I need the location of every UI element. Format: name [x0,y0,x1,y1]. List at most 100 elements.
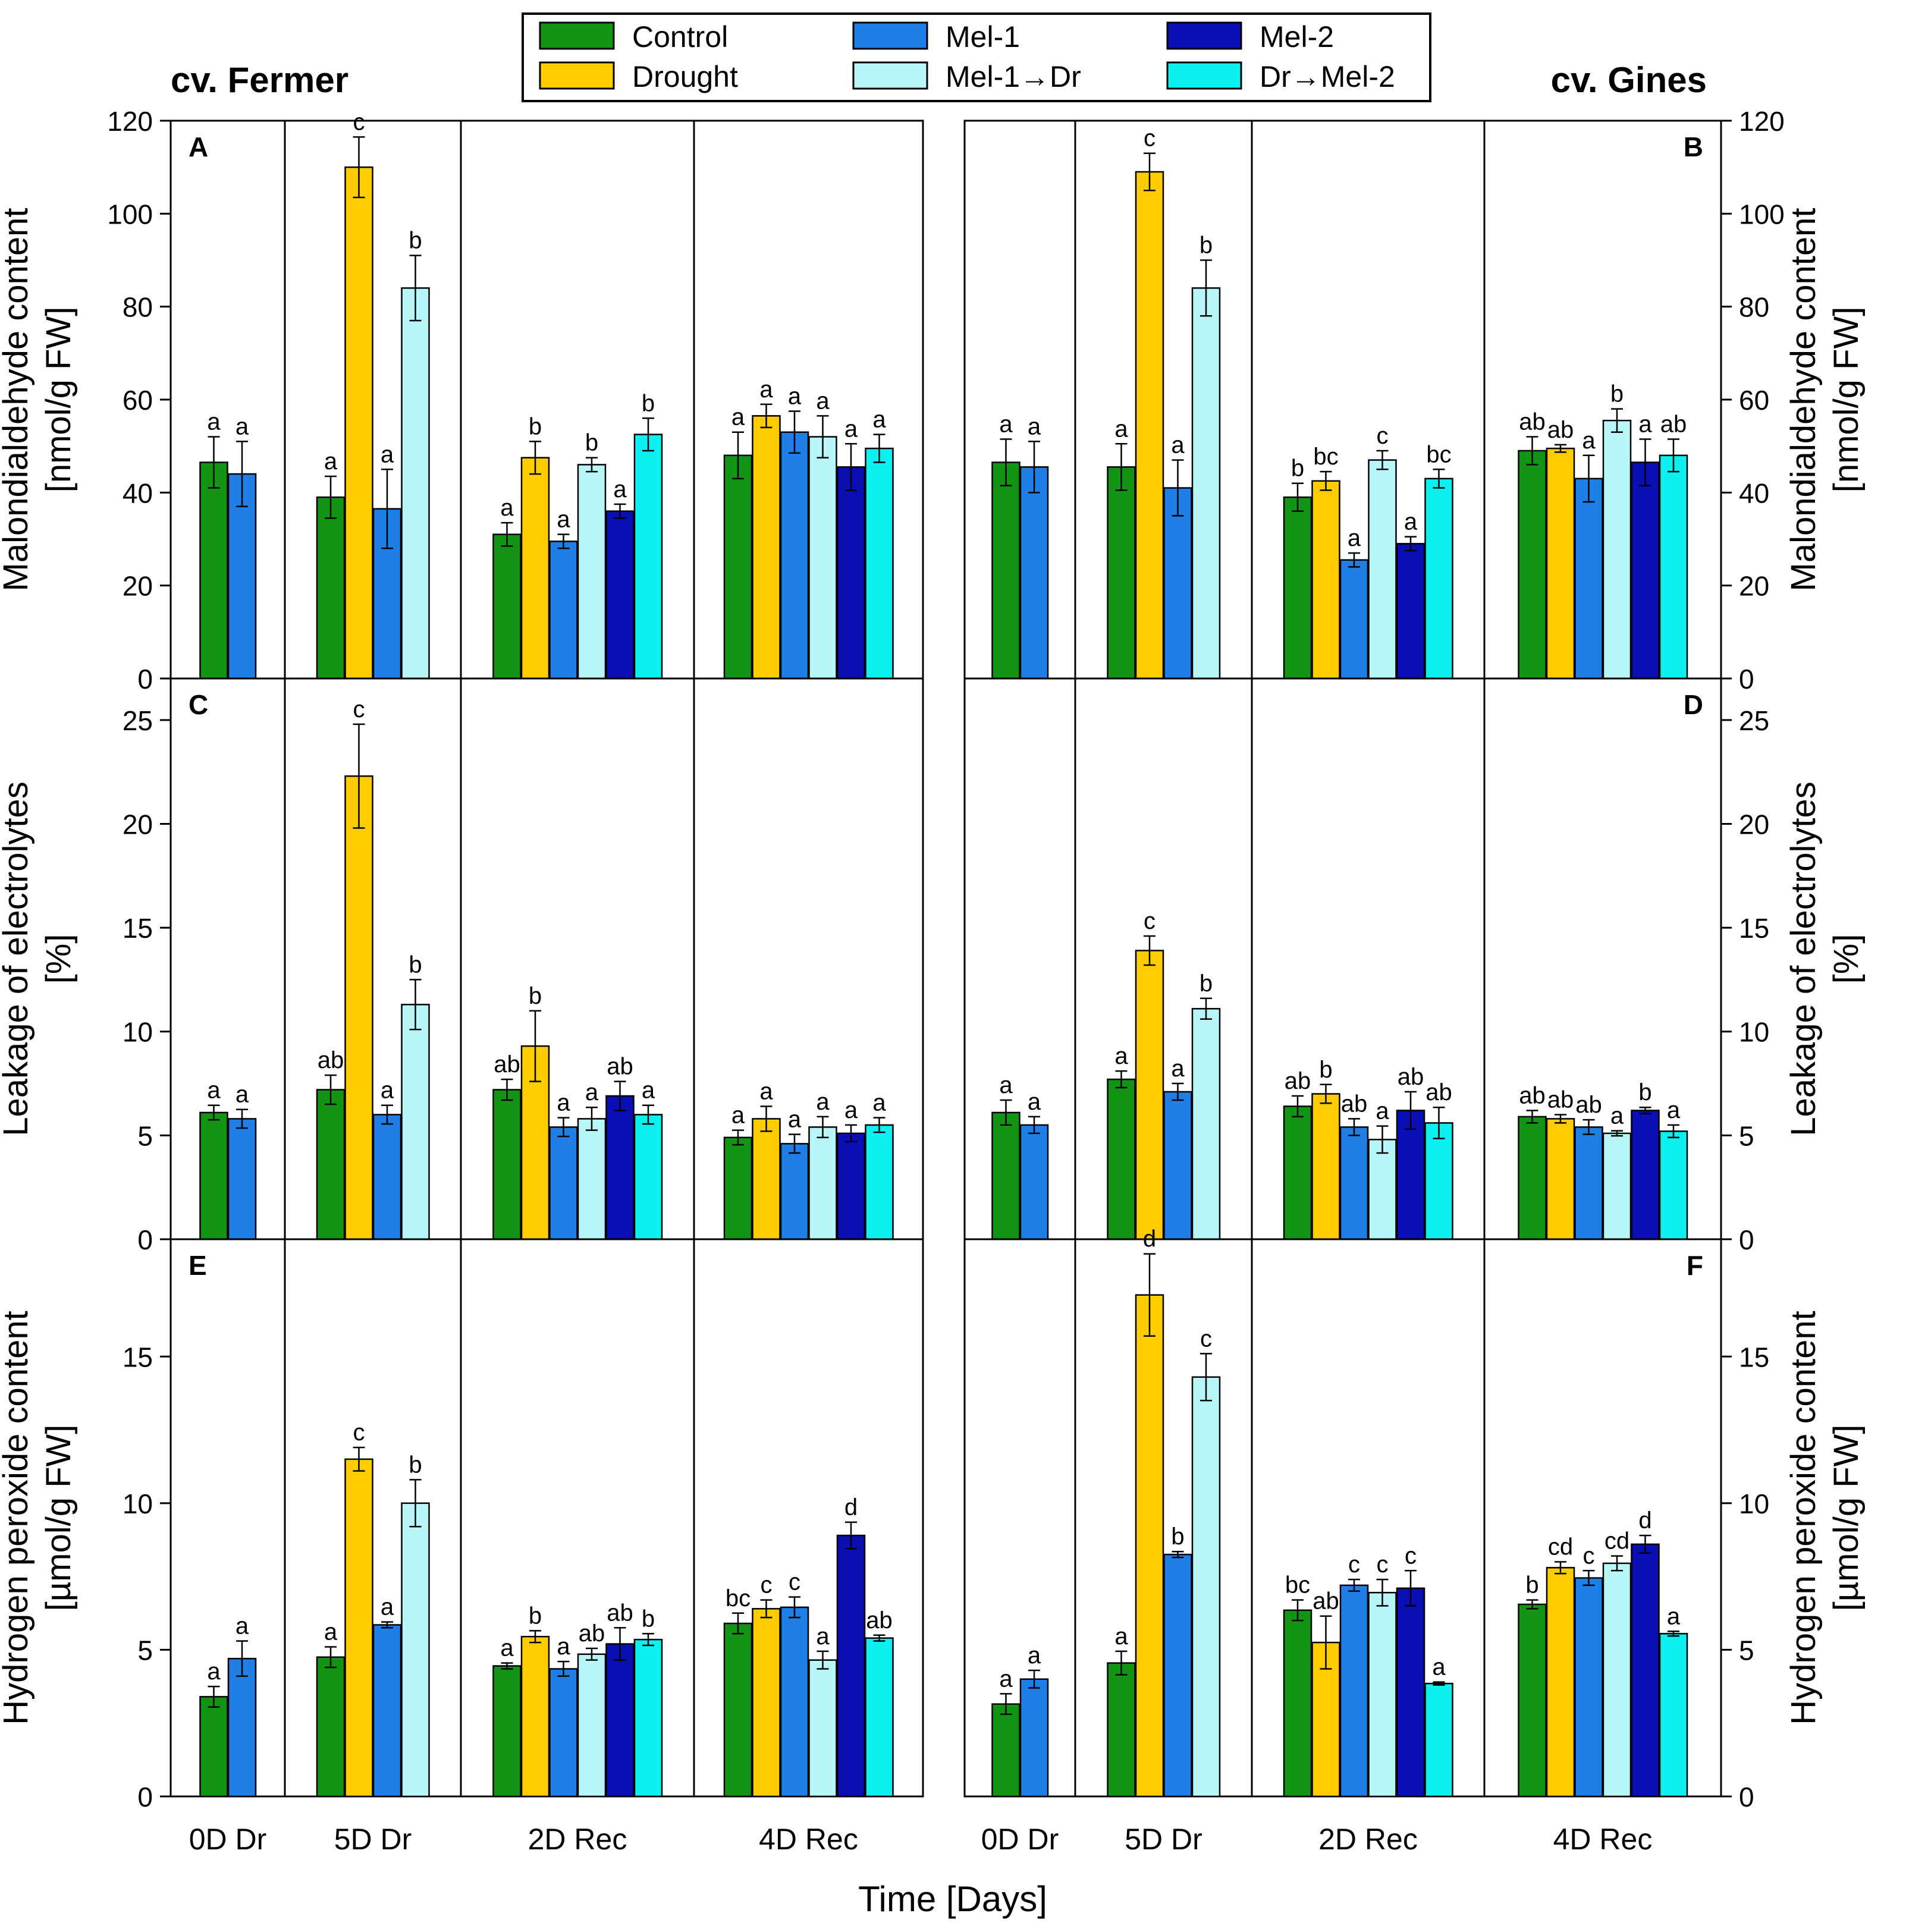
bar [549,541,578,680]
legend-frame [522,12,1431,102]
significance-label: a [557,1090,570,1116]
bar [1574,1577,1603,1798]
significance-label: a [1114,416,1128,442]
significance-label: ab [1519,1082,1546,1108]
significance-label: a [788,384,802,410]
significance-label: ab [1575,1092,1602,1118]
bar [1396,543,1425,680]
bar [780,1143,809,1240]
significance-label: a [381,1594,394,1620]
panel-E: E 0 5 10 15 Hydrogen peroxide content [µmol/g … [0,1238,924,1856]
y-axis-label: Hydrogen peroxide content [µmol/g FW] [0,1311,78,1724]
significance-label: ab [494,1051,520,1077]
bar [1311,1093,1340,1240]
significance-label: b [642,390,655,416]
significance-label: a [235,413,249,439]
bar [344,775,373,1240]
panel-B: B 0 20 40 60 80 100 120 Malondialdehyde content[… [963,106,1866,695]
significance-label: bc [1285,1572,1310,1598]
significance-label: ab [866,1607,893,1633]
significance-label: c [761,1572,773,1598]
bar [344,1458,373,1798]
significance-label: a [207,1658,221,1685]
significance-label: a [500,1635,514,1661]
bar [780,431,809,680]
significance-label: ab [1547,1086,1574,1113]
y-tick-label: 15 [123,913,153,944]
bar [752,415,781,680]
bar [865,1637,894,1798]
bar [1191,1376,1221,1798]
bar [1659,1633,1688,1798]
bar [991,461,1020,680]
bar [633,1638,663,1798]
bar [1339,1126,1369,1240]
bar [1518,1603,1547,1798]
significance-label: a [557,1633,570,1660]
significance-label: a [816,1089,830,1115]
y-axis-label: Leakage of electrolytes [%] [0,781,78,1136]
bar [1602,1562,1632,1798]
significance-label: cd [1604,1528,1629,1554]
bar [865,1124,894,1240]
significance-label: a [235,1613,249,1639]
significance-label: b [1200,233,1213,259]
significance-label: a [381,1077,394,1104]
significance-label: b [1638,1079,1651,1105]
significance-label: c [353,109,365,135]
bar [605,1095,635,1240]
significance-label: d [844,1494,858,1521]
significance-label: a [1638,411,1652,437]
bar [1163,1553,1192,1798]
significance-label: a [585,1079,599,1105]
bar [1424,1122,1453,1240]
significance-label: a [1028,1089,1041,1115]
bar [1631,1110,1660,1240]
significance-label: a [844,1097,858,1123]
significance-label: a [759,376,773,403]
significance-label: ab [318,1047,344,1073]
significance-label: a [872,1090,886,1116]
bar [1339,1584,1369,1798]
y-tick-label: 40 [123,477,153,508]
bar [1135,950,1164,1240]
significance-label: b [409,228,422,254]
bar [1631,1543,1660,1798]
y-tick-label: 20 [123,571,153,602]
x-tick-label: 5D Dr [334,1823,412,1856]
significance-label: ab [1341,1091,1368,1117]
panel-F: F 0 5 10 15 Hydrogen peroxide content [µmol/g … [963,1226,1866,1856]
legend-swatch [539,61,615,90]
bar [1518,1116,1547,1240]
y-tick-label: 0 [1739,664,1754,695]
bar [605,1643,635,1798]
significance-label: a [1376,1098,1389,1124]
y-tick-label: 80 [123,292,153,323]
significance-label: c [1405,1543,1417,1569]
bar [836,1132,866,1240]
bar [520,1635,550,1798]
y-tick-label: 5 [137,1635,153,1666]
bar [1311,480,1340,680]
y-tick-label: 40 [1739,477,1769,508]
legend-swatch [539,21,615,50]
y-tick-label: 25 [123,705,153,736]
significance-label: ab [607,1054,633,1080]
significance-label: bc [1426,441,1451,467]
significance-label: ab [1398,1064,1424,1090]
bar [1283,496,1312,680]
significance-label: bc [1313,444,1338,470]
y-tick-label: 0 [1739,1224,1754,1255]
significance-label: b [642,1606,655,1632]
y-tick-label: 10 [1739,1488,1769,1519]
bar [1019,466,1049,680]
legend-swatch [1166,61,1242,90]
y-tick-label: 10 [123,1488,153,1519]
bar [808,436,837,680]
significance-label: a [816,388,830,414]
significance-label: a [788,1107,802,1133]
y-tick-label: 5 [1739,1635,1754,1666]
x-tick-label: 5D Dr [1125,1823,1202,1856]
